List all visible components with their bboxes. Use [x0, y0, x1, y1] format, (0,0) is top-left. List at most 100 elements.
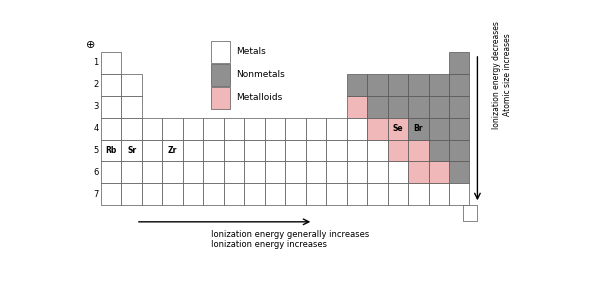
- Bar: [224, 118, 244, 140]
- Bar: [203, 184, 224, 205]
- Text: 1: 1: [93, 58, 98, 67]
- Bar: [101, 96, 122, 118]
- Text: 7: 7: [93, 190, 99, 199]
- Bar: [388, 96, 408, 118]
- Text: Br: Br: [414, 124, 423, 133]
- Bar: [122, 140, 142, 162]
- Bar: [265, 184, 285, 205]
- Text: Nonmetals: Nonmetals: [236, 70, 285, 79]
- Bar: [449, 96, 470, 118]
- Bar: [449, 74, 470, 96]
- Bar: [347, 118, 367, 140]
- Bar: [203, 140, 224, 162]
- Bar: [163, 184, 183, 205]
- Bar: [367, 162, 388, 184]
- Bar: [388, 74, 408, 96]
- Bar: [211, 87, 230, 109]
- Bar: [429, 74, 449, 96]
- Bar: [429, 118, 449, 140]
- Bar: [326, 162, 347, 184]
- Bar: [224, 162, 244, 184]
- Bar: [449, 184, 470, 205]
- Bar: [306, 162, 326, 184]
- Bar: [347, 96, 367, 118]
- Text: 5: 5: [93, 146, 98, 155]
- Bar: [101, 52, 122, 74]
- Bar: [163, 140, 183, 162]
- Text: 3: 3: [93, 102, 99, 111]
- Bar: [429, 140, 449, 162]
- Bar: [326, 184, 347, 205]
- Bar: [122, 118, 142, 140]
- Bar: [367, 74, 388, 96]
- Bar: [449, 52, 470, 74]
- Text: 2: 2: [93, 80, 98, 89]
- Bar: [265, 162, 285, 184]
- Bar: [367, 140, 388, 162]
- Bar: [211, 41, 230, 63]
- Bar: [429, 184, 449, 205]
- Text: Se: Se: [393, 124, 403, 133]
- Bar: [388, 118, 408, 140]
- Text: Metalloids: Metalloids: [236, 93, 282, 102]
- Text: Sr: Sr: [127, 146, 136, 155]
- Text: Metals: Metals: [236, 47, 265, 56]
- Bar: [347, 74, 367, 96]
- Bar: [429, 96, 449, 118]
- Bar: [326, 118, 347, 140]
- Bar: [244, 118, 265, 140]
- Bar: [408, 74, 429, 96]
- Bar: [388, 184, 408, 205]
- Bar: [449, 118, 470, 140]
- Bar: [122, 74, 142, 96]
- Bar: [367, 96, 388, 118]
- Bar: [244, 140, 265, 162]
- Bar: [142, 118, 163, 140]
- Bar: [367, 184, 388, 205]
- Bar: [224, 184, 244, 205]
- Text: Rb: Rb: [105, 146, 117, 155]
- Bar: [101, 74, 122, 96]
- Bar: [347, 184, 367, 205]
- Bar: [367, 118, 388, 140]
- Bar: [122, 184, 142, 205]
- Bar: [224, 140, 244, 162]
- Bar: [285, 162, 306, 184]
- Text: Ionization energy generally increases
Ionization energy increases: Ionization energy generally increases Io…: [211, 229, 369, 249]
- Bar: [347, 162, 367, 184]
- Bar: [142, 162, 163, 184]
- Bar: [285, 140, 306, 162]
- Bar: [326, 140, 347, 162]
- Bar: [122, 96, 142, 118]
- Text: Ionization energy decreases
Atomic size increases: Ionization energy decreases Atomic size …: [492, 21, 512, 129]
- Bar: [306, 140, 326, 162]
- Text: Zr: Zr: [168, 146, 177, 155]
- Bar: [163, 118, 183, 140]
- Bar: [306, 184, 326, 205]
- Bar: [211, 64, 230, 86]
- Bar: [347, 140, 367, 162]
- Bar: [408, 162, 429, 184]
- Bar: [101, 140, 122, 162]
- Bar: [183, 184, 203, 205]
- Bar: [101, 184, 122, 205]
- Bar: [101, 118, 122, 140]
- Bar: [163, 162, 183, 184]
- Bar: [183, 162, 203, 184]
- Bar: [265, 140, 285, 162]
- Bar: [203, 162, 224, 184]
- Bar: [122, 162, 142, 184]
- Bar: [244, 162, 265, 184]
- Bar: [285, 184, 306, 205]
- Bar: [408, 184, 429, 205]
- Bar: [265, 118, 285, 140]
- Bar: [244, 184, 265, 205]
- Bar: [285, 118, 306, 140]
- Bar: [183, 118, 203, 140]
- Bar: [101, 162, 122, 184]
- Bar: [203, 118, 224, 140]
- Text: 6: 6: [93, 168, 99, 177]
- Bar: [449, 140, 470, 162]
- Bar: [408, 118, 429, 140]
- Bar: [388, 140, 408, 162]
